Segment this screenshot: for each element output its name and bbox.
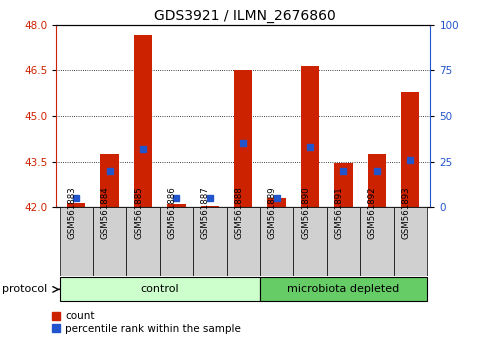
Text: GSM561883: GSM561883: [67, 186, 76, 239]
Bar: [226, 207, 260, 276]
Text: GSM561892: GSM561892: [367, 186, 376, 239]
Text: GSM561885: GSM561885: [134, 186, 143, 239]
Bar: [334, 163, 352, 207]
Text: protocol: protocol: [2, 284, 48, 295]
Bar: [260, 278, 426, 301]
Text: GSM561893: GSM561893: [401, 186, 409, 239]
Bar: [326, 207, 360, 276]
Bar: [360, 207, 393, 276]
Text: GSM561891: GSM561891: [334, 186, 343, 239]
Bar: [267, 198, 285, 207]
Text: GSM561890: GSM561890: [301, 186, 309, 239]
Bar: [234, 70, 252, 207]
Text: GSM561886: GSM561886: [167, 186, 176, 239]
Bar: [134, 35, 152, 207]
Bar: [167, 204, 185, 207]
Text: GSM561887: GSM561887: [201, 186, 209, 239]
Bar: [67, 202, 85, 207]
Text: control: control: [140, 284, 179, 295]
Text: GSM561884: GSM561884: [101, 186, 109, 239]
Bar: [260, 207, 293, 276]
Text: GSM561889: GSM561889: [267, 186, 276, 239]
Bar: [193, 207, 226, 276]
Text: GDS3921 / ILMN_2676860: GDS3921 / ILMN_2676860: [153, 9, 335, 23]
Bar: [60, 278, 260, 301]
Bar: [293, 207, 326, 276]
Bar: [367, 154, 385, 207]
Bar: [393, 207, 426, 276]
Bar: [160, 207, 193, 276]
Text: GSM561888: GSM561888: [234, 186, 243, 239]
Bar: [93, 207, 126, 276]
Text: microbiota depleted: microbiota depleted: [287, 284, 399, 295]
Bar: [300, 66, 319, 207]
Bar: [101, 154, 119, 207]
Bar: [60, 207, 93, 276]
Bar: [400, 92, 419, 207]
Bar: [200, 206, 219, 207]
Bar: [126, 207, 160, 276]
Legend: count, percentile rank within the sample: count, percentile rank within the sample: [52, 312, 241, 334]
